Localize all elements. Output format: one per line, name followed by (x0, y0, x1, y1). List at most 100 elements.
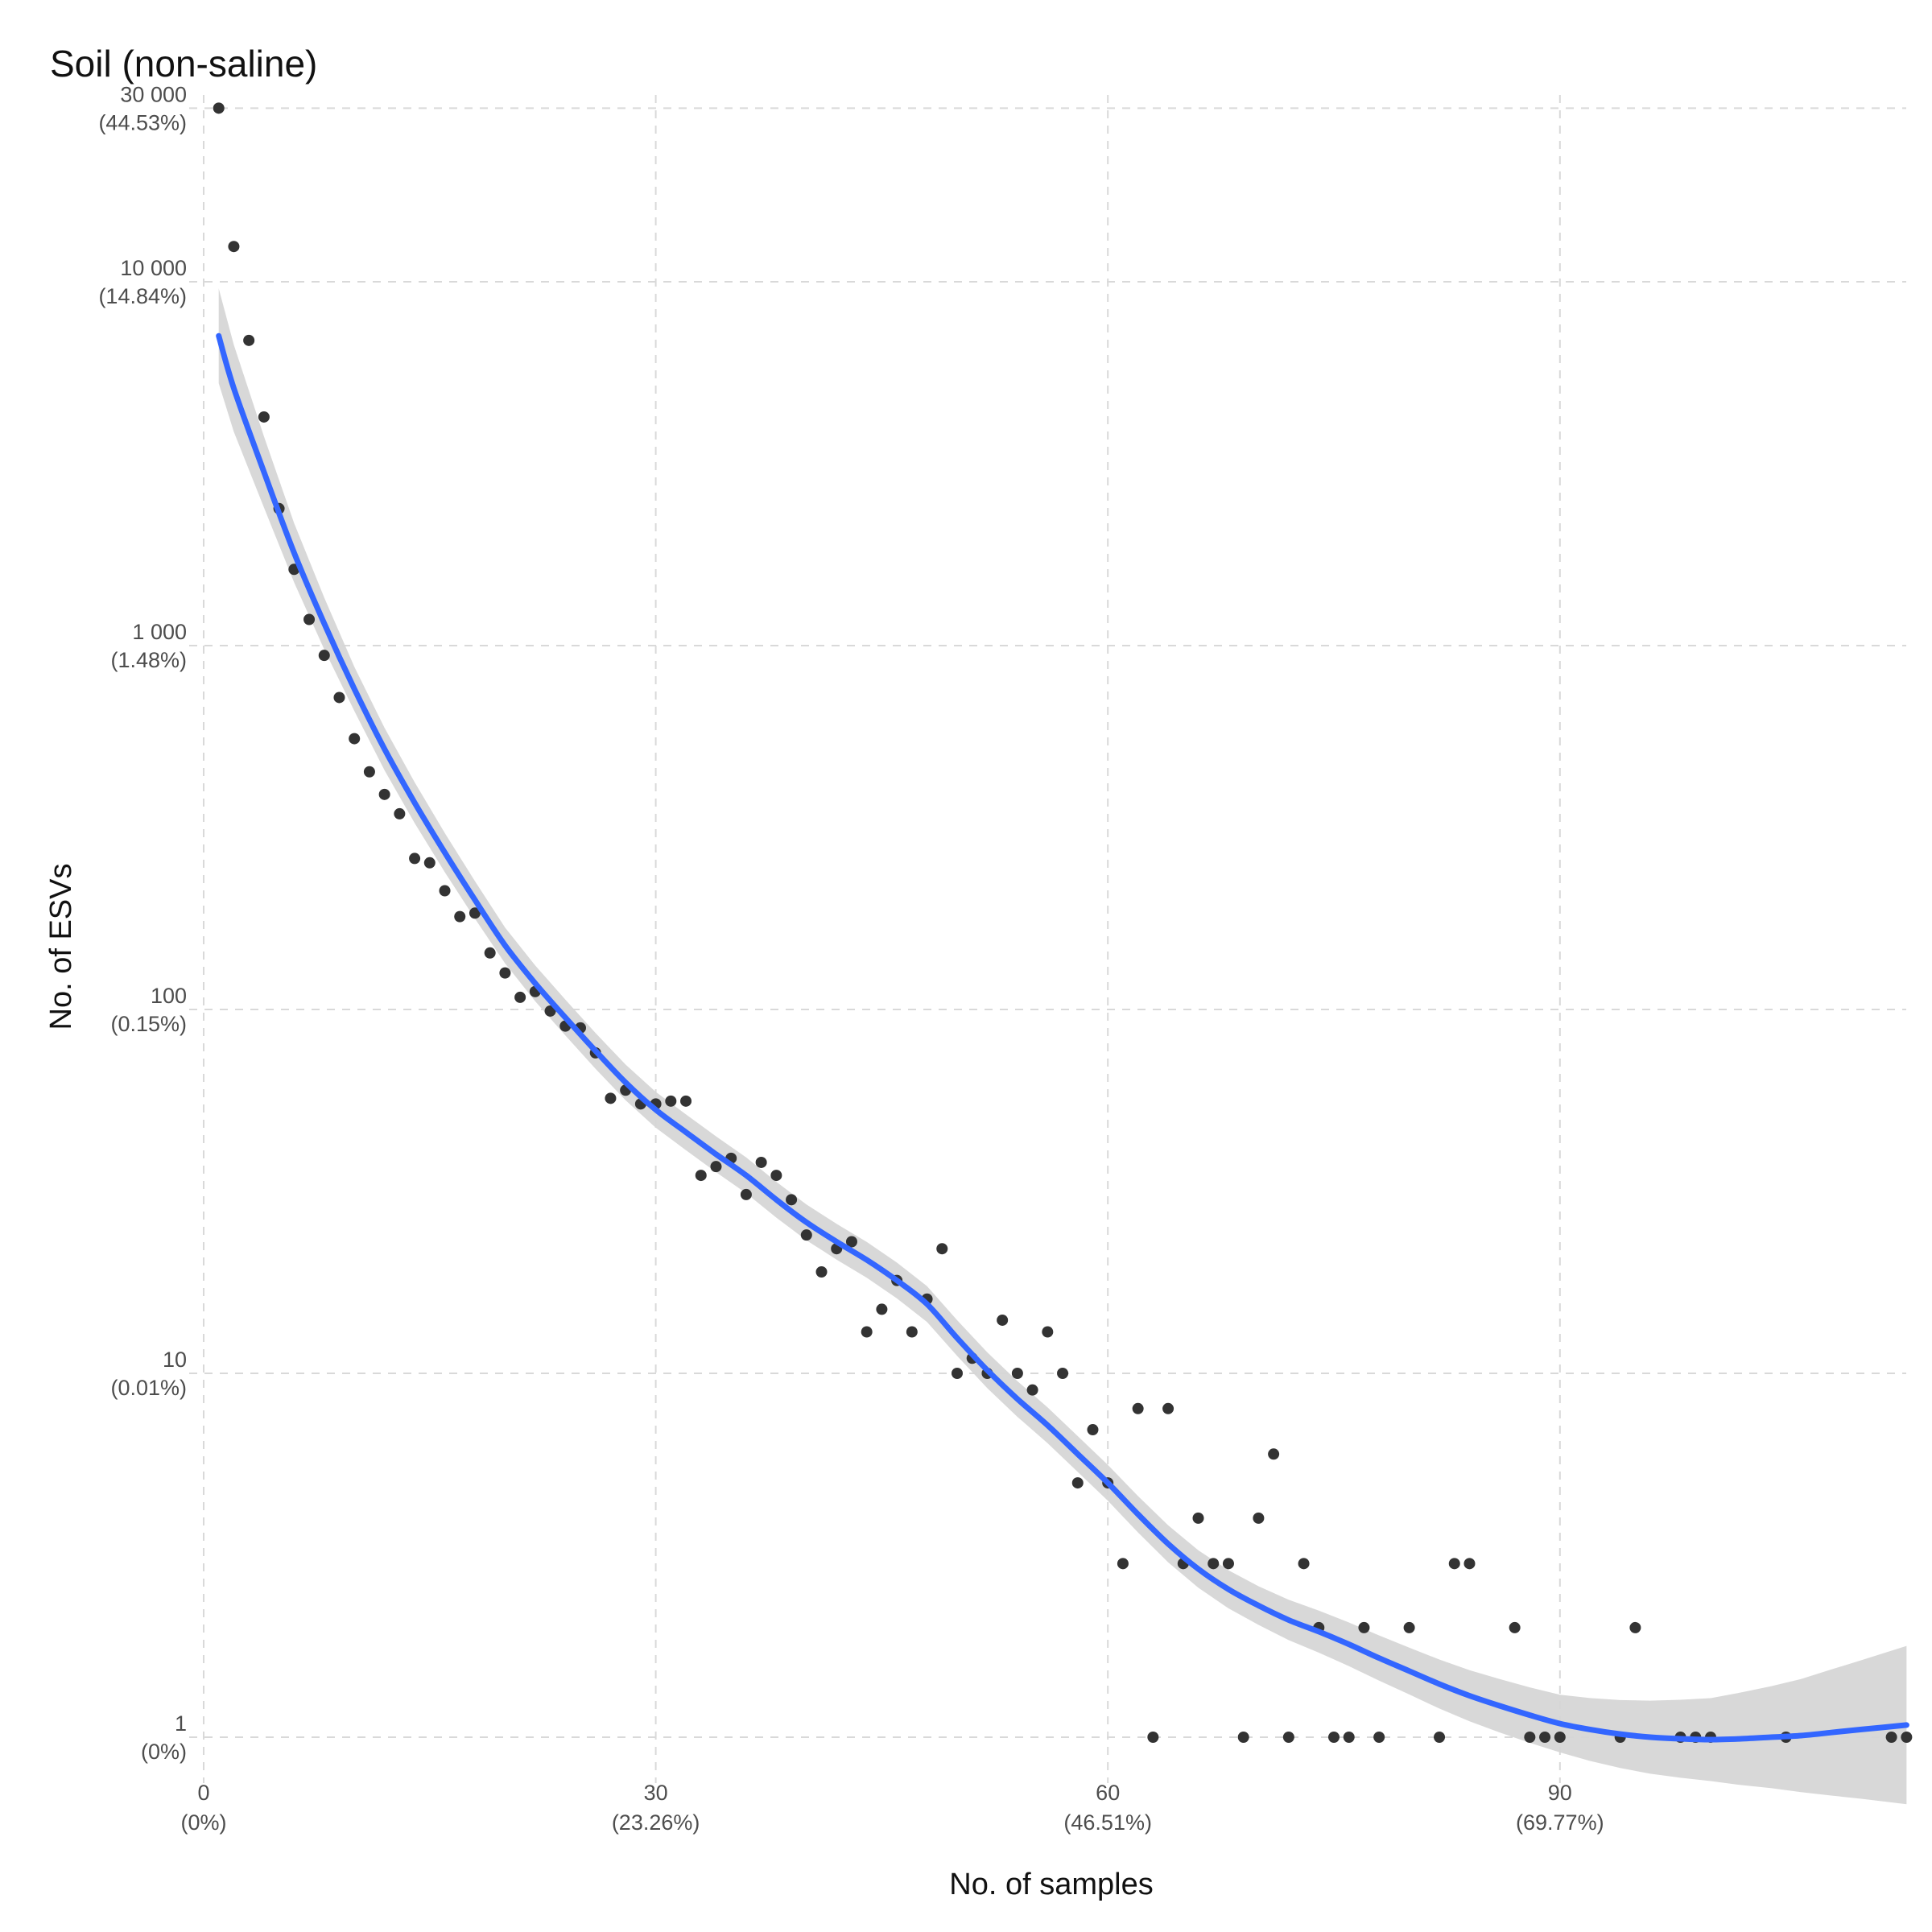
data-point (815, 1266, 828, 1278)
data-point (363, 766, 375, 778)
y-tick-label: 1 000 (132, 620, 187, 644)
data-point (1463, 1558, 1476, 1570)
data-point (469, 907, 481, 919)
data-point (228, 241, 240, 253)
data-point (952, 1368, 963, 1379)
data-point (1403, 1621, 1415, 1633)
data-point (800, 1229, 812, 1241)
x-tick-labels: 0 (0%) 30 (23.26%) 60 (46.51%) 90 (69.77%) (180, 1781, 1604, 1835)
data-point (1132, 1402, 1144, 1414)
data-point (1162, 1402, 1174, 1414)
x-tick-sublabel: (46.51%) (1063, 1810, 1152, 1835)
x-tick-label: 60 (1096, 1781, 1120, 1805)
y-axis-label: No. of ESVs (44, 864, 78, 1030)
data-point (423, 857, 436, 869)
x-axis-label: No. of samples (949, 1868, 1153, 1901)
data-point (1117, 1558, 1129, 1570)
data-point (1328, 1732, 1340, 1743)
data-point (876, 1303, 888, 1315)
data-point (1554, 1732, 1566, 1743)
data-point (439, 885, 451, 897)
data-point (484, 947, 496, 959)
data-point (1147, 1732, 1159, 1743)
data-point (665, 1095, 677, 1107)
data-point (243, 334, 255, 346)
data-point (1057, 1368, 1069, 1379)
confidence-band-layer (218, 288, 1907, 1805)
data-point (1253, 1512, 1265, 1524)
y-tick-label: 30 000 (120, 82, 187, 106)
data-point (906, 1326, 918, 1338)
y-tick-sublabel: (1.48%) (110, 648, 187, 672)
x-tick-label: 30 (644, 1781, 668, 1805)
data-point (409, 852, 421, 865)
data-point (514, 991, 526, 1003)
y-tick-label: 10 (163, 1348, 187, 1372)
x-tick-label: 90 (1548, 1781, 1572, 1805)
data-point (1373, 1732, 1385, 1743)
data-point (1208, 1558, 1220, 1570)
y-tick-label: 1 (175, 1711, 187, 1736)
y-tick-label: 100 (151, 984, 187, 1008)
x-tick-label: 0 (197, 1781, 209, 1805)
data-point (1509, 1621, 1521, 1633)
y-tick-sublabel: (0%) (141, 1740, 187, 1764)
data-point (333, 691, 345, 704)
data-point (394, 807, 406, 819)
chart-title: Soil (non-saline) (50, 43, 317, 85)
data-point (1087, 1424, 1099, 1436)
data-point (454, 910, 466, 923)
data-point (1901, 1732, 1913, 1743)
data-point (1358, 1621, 1370, 1633)
grid-layer (189, 95, 1906, 1783)
data-point (1448, 1558, 1460, 1570)
data-point (1222, 1558, 1234, 1570)
data-point (680, 1095, 692, 1107)
data-point (605, 1092, 617, 1104)
data-point (1042, 1326, 1054, 1338)
data-point (770, 1170, 782, 1182)
y-tick-sublabel: (14.84%) (98, 284, 187, 308)
data-point (378, 788, 390, 800)
data-point (1434, 1732, 1446, 1743)
data-point (861, 1326, 873, 1338)
data-point (303, 613, 316, 625)
data-point (695, 1170, 707, 1182)
y-tick-label: 10 000 (120, 256, 187, 280)
data-point (1282, 1732, 1294, 1743)
data-point (1298, 1558, 1310, 1570)
data-point (845, 1236, 857, 1248)
y-tick-sublabel: (0.01%) (110, 1376, 187, 1400)
data-point (1011, 1368, 1023, 1379)
data-point (740, 1188, 752, 1200)
data-point (710, 1161, 722, 1173)
y-tick-sublabel: (0.15%) (110, 1012, 187, 1036)
data-point (499, 967, 511, 979)
trend-layer (216, 332, 1909, 1743)
data-point (258, 411, 270, 423)
data-point (1026, 1384, 1038, 1396)
x-tick-sublabel: (23.26%) (612, 1810, 700, 1835)
data-point (1192, 1512, 1204, 1524)
x-tick-sublabel: (69.77%) (1516, 1810, 1604, 1835)
data-point (1237, 1732, 1249, 1743)
data-point (1885, 1732, 1897, 1743)
data-point (755, 1156, 767, 1168)
data-point (936, 1243, 948, 1255)
y-tick-labels: 30 000 (44.53%) 10 000 (14.84%) 1 000 (1.48%)… (98, 82, 187, 1764)
y-tick-sublabel: (44.53%) (98, 110, 187, 134)
data-point (544, 1005, 556, 1017)
data-point (1629, 1621, 1641, 1633)
data-point (318, 650, 330, 662)
trend-line (216, 332, 1909, 1743)
data-point (1268, 1448, 1280, 1460)
x-tick-sublabel: (0%) (180, 1810, 226, 1835)
data-point (1524, 1732, 1536, 1743)
data-point (1539, 1732, 1551, 1743)
data-point (997, 1314, 1009, 1326)
data-point (349, 733, 361, 745)
data-point (1071, 1477, 1084, 1489)
points-layer (213, 102, 1913, 1743)
confidence-band (218, 288, 1907, 1805)
